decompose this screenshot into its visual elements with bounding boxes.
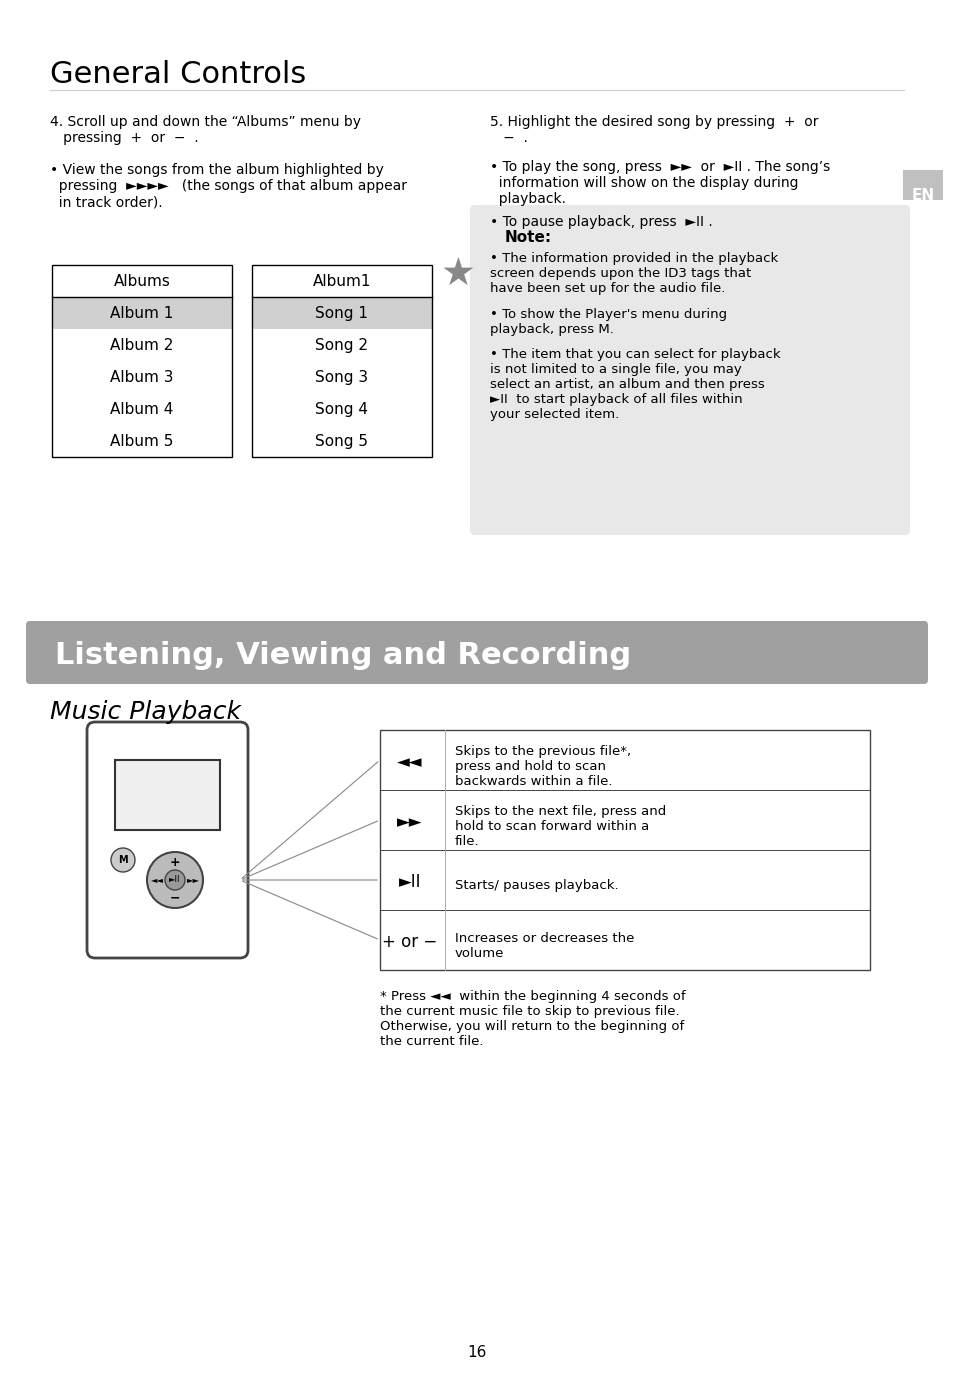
Bar (252, 265, 432, 458)
Text: +: + (170, 856, 180, 868)
Text: EN: EN (910, 188, 934, 203)
Bar (379, 730, 869, 970)
Text: −: − (170, 892, 180, 904)
Text: • To pause playback, press  ►II .: • To pause playback, press ►II . (490, 214, 712, 229)
Text: ►►: ►► (186, 875, 199, 885)
Text: • To play the song, press  ►►  or  ►II . The song’s
  information will show on t: • To play the song, press ►► or ►II . Th… (490, 159, 829, 206)
Text: + or −: + or − (382, 933, 437, 951)
Text: • The item that you can select for playback
is not limited to a single file, you: • The item that you can select for playb… (490, 348, 780, 420)
Text: ★: ★ (439, 256, 475, 293)
Text: 16: 16 (467, 1345, 486, 1360)
Text: Album1: Album1 (313, 273, 371, 289)
Text: Music Playback: Music Playback (50, 699, 241, 724)
Text: ►II: ►II (169, 875, 180, 885)
Text: Song 1: Song 1 (315, 305, 368, 320)
Text: Starts/ pauses playback.: Starts/ pauses playback. (455, 879, 618, 893)
Bar (52, 265, 232, 458)
Text: Album 4: Album 4 (111, 401, 173, 416)
Circle shape (165, 870, 185, 890)
Text: * Press ◄◄  within the beginning 4 seconds of
the current music file to skip to : * Press ◄◄ within the beginning 4 second… (379, 991, 685, 1048)
Text: Song 3: Song 3 (315, 370, 368, 385)
Text: General Controls: General Controls (50, 60, 306, 89)
Text: Album 1: Album 1 (111, 305, 173, 320)
Text: Song 5: Song 5 (315, 434, 368, 448)
Text: • View the songs from the album highlighted by
  pressing  ►►►►   (the songs of : • View the songs from the album highligh… (50, 164, 407, 209)
Circle shape (111, 848, 135, 872)
Text: Note:: Note: (504, 229, 552, 245)
FancyBboxPatch shape (26, 621, 927, 684)
Text: 4. Scroll up and down the “Albums” menu by
   pressing  +  or  −  .: 4. Scroll up and down the “Albums” menu … (50, 115, 360, 146)
FancyBboxPatch shape (902, 170, 942, 201)
Text: M: M (118, 855, 128, 866)
Text: • To show the Player's menu during
playback, press M.: • To show the Player's menu during playb… (490, 308, 726, 337)
Text: Increases or decreases the
volume: Increases or decreases the volume (455, 932, 634, 960)
Text: Song 4: Song 4 (315, 401, 368, 416)
Text: 5. Highlight the desired song by pressing  +  or
   −  .: 5. Highlight the desired song by pressin… (490, 115, 818, 146)
Bar (115, 760, 220, 830)
Text: ◄◄: ◄◄ (396, 753, 422, 771)
Text: Skips to the previous file*,
press and hold to scan
backwards within a file.: Skips to the previous file*, press and h… (455, 745, 631, 787)
Circle shape (147, 852, 203, 908)
Text: Song 2: Song 2 (315, 338, 368, 353)
Text: • The information provided in the playback
screen depends upon the ID3 tags that: • The information provided in the playba… (490, 251, 778, 295)
FancyBboxPatch shape (470, 205, 909, 534)
FancyBboxPatch shape (252, 297, 432, 328)
Text: Album 2: Album 2 (111, 338, 173, 353)
Text: Albums: Albums (113, 273, 171, 289)
Text: Listening, Viewing and Recording: Listening, Viewing and Recording (55, 642, 631, 671)
Text: Album 3: Album 3 (111, 370, 173, 385)
FancyBboxPatch shape (52, 297, 232, 328)
Text: Skips to the next file, press and
hold to scan forward within a
file.: Skips to the next file, press and hold t… (455, 805, 665, 848)
Text: Album 5: Album 5 (111, 434, 173, 448)
Text: ►►: ►► (396, 813, 422, 831)
Text: ◄◄: ◄◄ (151, 875, 163, 885)
Text: ►II: ►II (398, 872, 421, 890)
FancyBboxPatch shape (87, 721, 248, 958)
